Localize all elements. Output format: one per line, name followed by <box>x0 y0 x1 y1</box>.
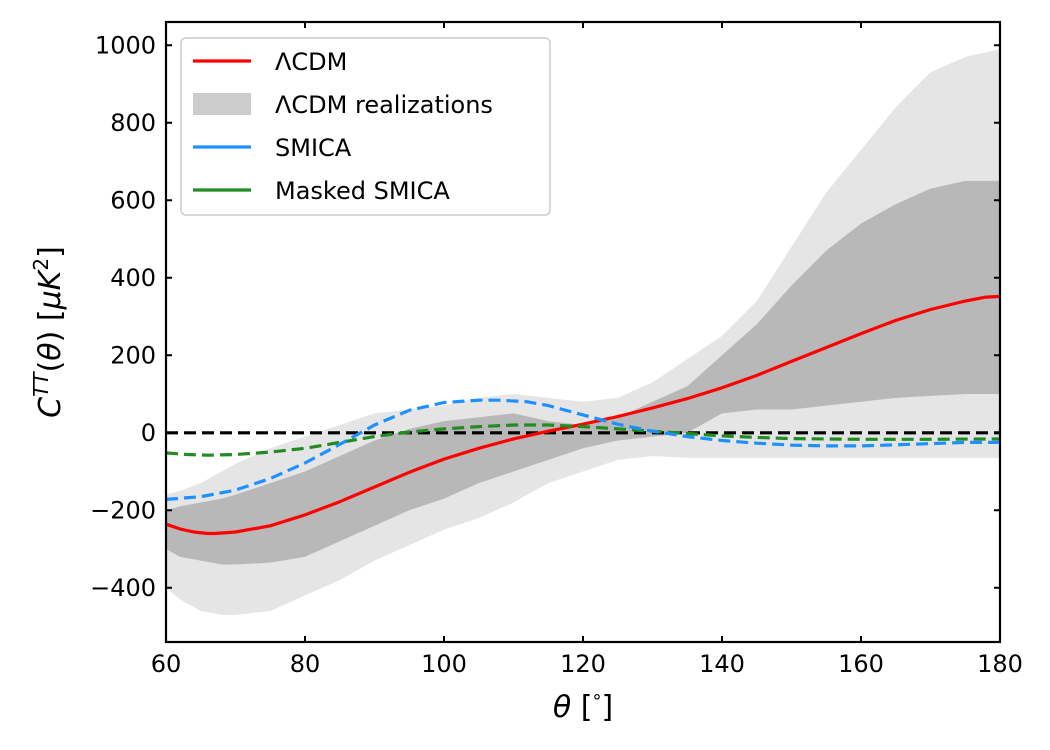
legend-handle-lambdacdm-realizations <box>193 93 251 115</box>
legend-label-lambdacdm: ΛCDM <box>275 48 347 76</box>
legend: ΛCDM ΛCDM realizations SMICA Masked SMICA <box>180 37 551 216</box>
x-tick-label: 120 <box>560 650 606 678</box>
plot-frame <box>164 20 1002 644</box>
series-line-lambdacdm <box>165 294 1001 536</box>
band-inner <box>166 180 1000 565</box>
lines-layer <box>165 294 1001 536</box>
y-tick-label: 0 <box>141 419 156 447</box>
y-tick-label: 800 <box>110 109 156 137</box>
x-axis-label: θ [°] <box>553 690 613 725</box>
x-tick-label: 160 <box>838 650 884 678</box>
series-line-smica <box>165 398 1000 501</box>
legend-label-masked-smica: Masked SMICA <box>275 177 450 205</box>
x-tick-label: 180 <box>977 650 1023 678</box>
y-tick-label: −400 <box>90 574 156 602</box>
x-tick-label: 100 <box>421 650 467 678</box>
ticks-layer: 60 80 100 120 140 160 180 −400 −200 0 200 400 600 800… <box>90 22 1023 678</box>
legend-box <box>180 37 551 216</box>
x-tick-label: 60 <box>151 650 182 678</box>
y-tick-label: 400 <box>110 264 156 292</box>
series-line-masked-smica <box>165 423 1001 457</box>
x-tick-label: 80 <box>290 650 321 678</box>
x-tick-label: 140 <box>699 650 745 678</box>
y-tick-label: −200 <box>90 496 156 524</box>
y-tick-label: 1000 <box>95 31 156 59</box>
bands-layer <box>166 49 1000 615</box>
y-tick-label: 200 <box>110 341 156 369</box>
y-axis-label: CTT(θ) [μK2] <box>29 246 68 418</box>
legend-label-lambdacdm-realizations: ΛCDM realizations <box>275 91 493 119</box>
y-tick-label: 600 <box>110 186 156 214</box>
legend-label-smica: SMICA <box>275 134 352 162</box>
